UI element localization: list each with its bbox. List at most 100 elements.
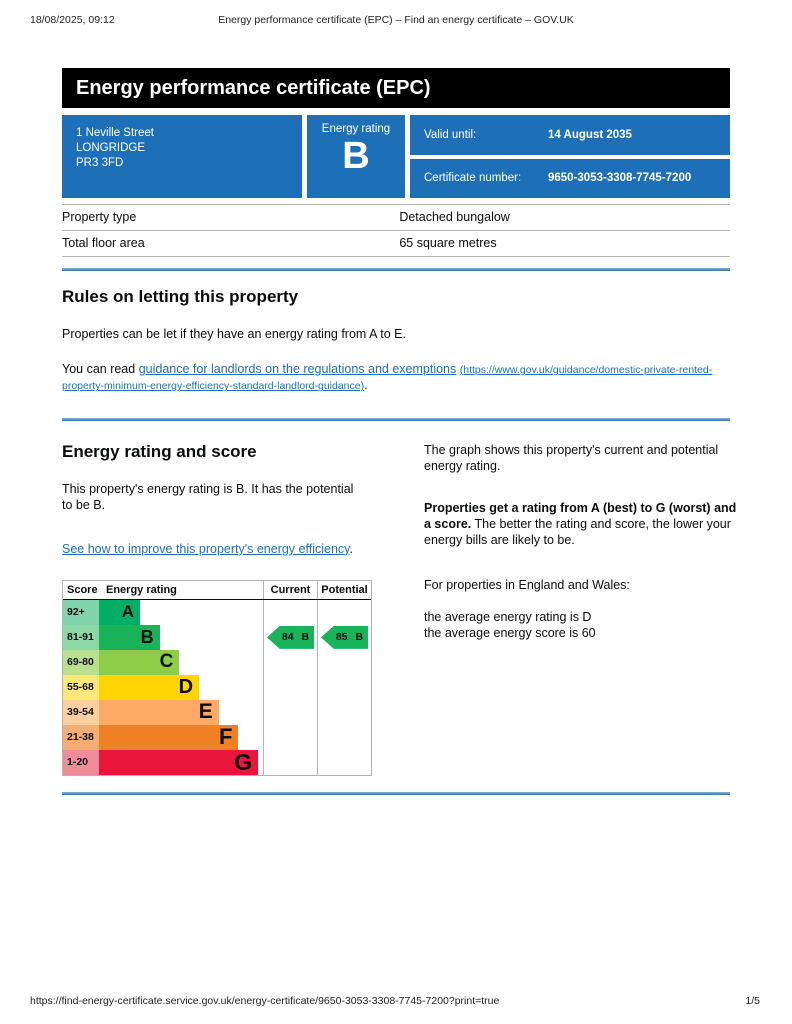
energy-rating-section: Energy rating and score This property's … — [62, 442, 736, 776]
address-line-2: LONGRIDGE — [76, 142, 146, 155]
energy-rating-chart: Score Energy rating Current Potential 92… — [62, 579, 372, 776]
link-intro-text: You can read — [62, 362, 139, 376]
improve-link-paragraph: See how to improve this property's energ… — [62, 541, 364, 557]
epc-potential-cell — [317, 599, 371, 625]
epc-current-arrow: 84 B — [267, 625, 314, 649]
valid-until-value: 14 August 2035 — [548, 128, 632, 141]
epc-potential-cell — [317, 699, 371, 725]
epc-current-cell — [263, 699, 317, 725]
table-row: Property type Detached bungalow — [62, 205, 730, 231]
epc-potential-arrow-score: 85 — [335, 631, 348, 644]
epc-potential-cell: 85 B — [317, 624, 371, 650]
epc-band-area: G — [99, 748, 263, 775]
chart-header-potential: Potential — [317, 580, 371, 599]
epc-chart-row-b: 81-91 B 84 B 85 B — [63, 624, 371, 650]
address-line-1: 1 Neville Street — [76, 127, 154, 139]
table-row: Total floor area 65 square metres — [62, 231, 730, 257]
valid-until-label: Valid until: — [424, 128, 477, 141]
property-address: 1 Neville Street LONGRIDGE PR3 3FD — [62, 115, 302, 198]
page-title: Energy performance certificate (EPC) — [76, 76, 431, 99]
energy-rating-box: Energy rating B — [307, 115, 405, 198]
browser-print-header: 18/08/2025, 09:12 Energy performance cer… — [30, 14, 762, 26]
epc-score-range: 69-80 — [63, 649, 99, 675]
epc-score-range: 92+ — [63, 599, 99, 625]
epc-band-bar-d: D — [99, 674, 200, 700]
epc-chart-row-d: 55-68 D — [63, 674, 371, 700]
epc-band-area: C — [99, 649, 263, 675]
average-score-line: the average energy score is 60 — [424, 625, 596, 640]
section-divider — [62, 268, 730, 271]
address-line-3: PR3 3FD — [76, 157, 124, 170]
section-divider — [62, 417, 730, 421]
property-details-table: Property type Detached bungalow Total fl… — [62, 204, 730, 257]
certificate-number-value: 9650-3053-3308-7745-7200 — [548, 172, 692, 185]
rating-right-column: The graph shows this property's current … — [424, 442, 742, 776]
letting-rules-heading: Rules on letting this property — [62, 287, 299, 306]
valid-until-row: Valid until: 14 August 2035 — [410, 115, 730, 155]
energy-rating-value: B — [342, 135, 370, 177]
epc-band-bar-b: B — [99, 624, 160, 650]
epc-band-area: A — [99, 599, 263, 625]
print-document-title: Energy performance certificate (EPC) – F… — [218, 14, 574, 26]
landlord-guidance-link-url[interactable]: (https://www.gov.uk/guidance/domestic-pr… — [62, 364, 713, 393]
epc-band-bar-f: F — [99, 724, 239, 750]
property-type-value: Detached bungalow — [399, 210, 510, 224]
epc-potential-arrow-band: B — [355, 631, 364, 644]
epc-band-area: D — [99, 674, 263, 700]
certificate-number-row: Certificate number: 9650-3053-3308-7745-… — [410, 158, 730, 198]
epc-potential-cell — [317, 674, 371, 700]
section-divider — [62, 791, 730, 795]
page-title-banner: Energy performance certificate (EPC) — [62, 68, 730, 108]
epc-current-cell — [263, 599, 317, 625]
epc-band-bar-g: G — [99, 748, 259, 775]
print-footer-url: https://find-energy-certificate.service.… — [30, 995, 500, 1007]
epc-current-cell — [263, 749, 317, 775]
epc-chart-row-c: 69-80 C — [63, 649, 371, 675]
letting-rules-paragraph: Properties can be let if they have an en… — [62, 327, 406, 341]
epc-potential-cell — [317, 649, 371, 675]
epc-band-letter: G — [234, 748, 253, 775]
property-type-label: Property type — [62, 210, 137, 224]
average-rating-paragraph: the average energy rating is D the avera… — [424, 609, 742, 641]
floor-area-label: Total floor area — [62, 236, 145, 250]
rating-explanation-paragraph: Properties get a rating from A (best) to… — [424, 500, 742, 548]
epc-current-cell — [263, 724, 317, 750]
epc-potential-arrow: 85 B — [321, 625, 368, 649]
epc-band-bar-e: E — [99, 699, 219, 725]
floor-area-value: 65 square metres — [399, 236, 497, 250]
epc-chart-row-e: 39-54 E — [63, 699, 371, 725]
epc-band-area: E — [99, 699, 263, 725]
certificate-summary: 1 Neville Street LONGRIDGE PR3 3FD Energ… — [62, 115, 730, 198]
chart-band-rows: 92+ A 81-91 B 84 B 85 B 69-80 C 55-68 D 39-54 E 21-38 F… — [63, 599, 371, 775]
epc-band-bar-a: A — [99, 599, 140, 625]
graph-description-paragraph: The graph shows this property's current … — [424, 442, 719, 473]
improve-efficiency-link[interactable]: See how to improve this property's energ… — [62, 541, 350, 556]
epc-band-area: F — [99, 724, 263, 750]
epc-band-letter: F — [218, 724, 233, 750]
print-timestamp: 18/08/2025, 09:12 — [30, 14, 115, 26]
epc-score-range: 1-20 — [63, 749, 99, 775]
england-wales-paragraph: For properties in England and Wales: — [424, 577, 630, 592]
epc-score-range: 81-91 — [63, 624, 99, 650]
landlord-guidance-link[interactable]: guidance for landlords on the regulation… — [138, 362, 457, 376]
rating-summary-paragraph: This property's energy rating is B. It h… — [62, 481, 354, 512]
epc-chart-row-f: 21-38 F — [63, 724, 371, 750]
epc-current-cell — [263, 649, 317, 675]
rating-explanation-rest: The better the rating and score, the low… — [424, 516, 731, 547]
energy-rating-label: Energy rating — [321, 123, 391, 135]
chart-header-current: Current — [263, 580, 317, 599]
epc-potential-cell — [317, 749, 371, 775]
improve-link-suffix: . — [349, 541, 353, 556]
chart-header-score: Score — [67, 583, 98, 596]
average-rating-line: the average energy rating is D — [424, 609, 592, 624]
epc-chart-row-a: 92+ A — [63, 599, 371, 625]
letting-rules-link-paragraph: You can read guidance for landlords on t… — [62, 361, 730, 394]
epc-band-letter: C — [159, 651, 174, 673]
epc-current-arrow-score: 84 — [281, 631, 294, 644]
epc-chart-row-g: 1-20 G — [63, 748, 371, 775]
certificate-number-label: Certificate number: — [424, 172, 522, 185]
epc-band-letter: A — [121, 602, 134, 622]
epc-potential-cell — [317, 724, 371, 750]
epc-score-range: 55-68 — [63, 674, 99, 700]
